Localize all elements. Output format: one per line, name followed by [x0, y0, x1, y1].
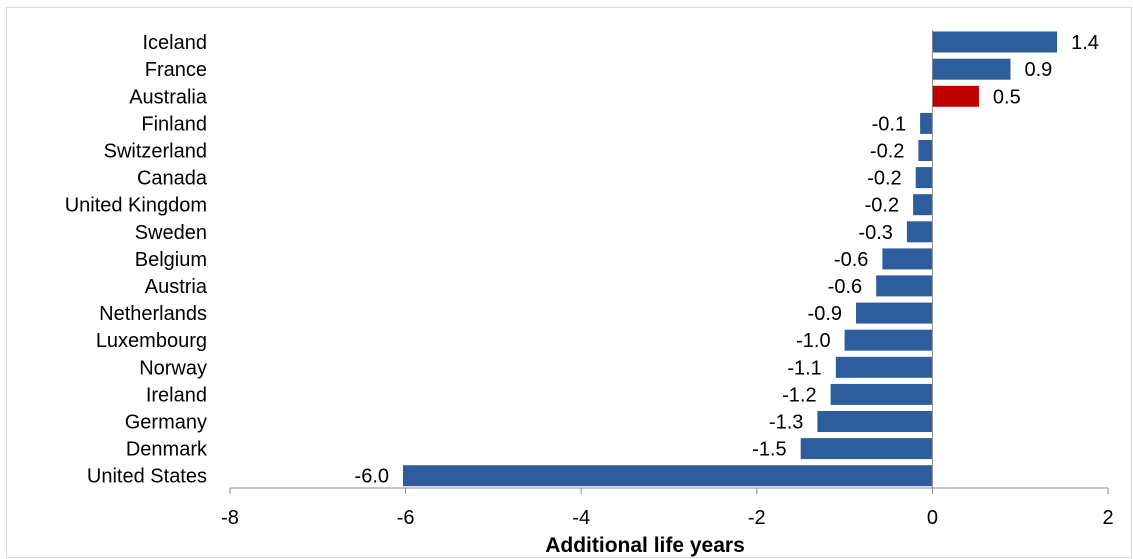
category-label: Austria	[145, 276, 208, 298]
data-label: -1.5	[752, 439, 786, 461]
bar-netherlands	[856, 302, 933, 324]
x-tick-label: 0	[927, 507, 938, 529]
bar-france	[932, 58, 1011, 80]
data-label: -6.0	[355, 466, 389, 488]
category-label: Norway	[139, 357, 207, 379]
chart-frame	[6, 7, 1132, 558]
x-tick-label: 2	[1102, 507, 1113, 529]
category-label: Canada	[137, 168, 208, 190]
bar-luxembourg	[844, 329, 933, 351]
category-label: United Kingdom	[65, 195, 207, 217]
bar-united-kingdom	[913, 194, 933, 216]
data-label: -1.1	[787, 357, 821, 379]
data-label: -0.1	[872, 113, 906, 135]
x-tick-label: -8	[221, 507, 239, 529]
data-label: -1.2	[782, 384, 816, 406]
category-label: Ireland	[146, 384, 207, 406]
category-label: Denmark	[126, 439, 208, 461]
x-tick-label: -2	[748, 507, 766, 529]
bar-switzerland	[918, 140, 933, 161]
bar-australia	[932, 85, 979, 107]
category-label: Switzerland	[104, 141, 207, 163]
bar-norway	[835, 356, 933, 378]
data-label: -1.0	[796, 330, 830, 352]
bars-group	[403, 31, 1058, 487]
bar-iceland	[932, 31, 1058, 53]
data-label: -0.2	[870, 141, 904, 163]
category-label: Belgium	[135, 249, 207, 271]
category-label: Finland	[141, 113, 207, 135]
category-label: Luxembourg	[96, 330, 207, 352]
category-label: Australia	[129, 86, 208, 108]
category-label: Iceland	[143, 32, 208, 54]
data-label: -0.6	[828, 276, 862, 298]
bar-ireland	[830, 383, 933, 405]
bar-canada	[915, 167, 933, 189]
data-label: -0.2	[867, 168, 901, 190]
bar-united-states	[403, 465, 933, 487]
axes-group: -8 -6 -4 -2 0 2	[221, 30, 1114, 529]
data-label: -0.3	[858, 222, 892, 244]
category-label: Germany	[125, 412, 207, 434]
category-label: Sweden	[135, 222, 207, 244]
bar-denmark	[800, 438, 933, 460]
x-tick-label: -4	[572, 507, 590, 529]
bar-austria	[876, 275, 933, 297]
data-label: -1.3	[769, 412, 803, 434]
data-label: -0.9	[808, 303, 842, 325]
x-tick-label: -6	[397, 507, 415, 529]
bar-germany	[817, 411, 933, 432]
data-label: 1.4	[1071, 32, 1099, 54]
bar-belgium	[882, 248, 933, 270]
labels-group: Iceland 1.4 France 0.9 Australia 0.5 Finland -0…	[65, 32, 1099, 488]
category-label: Netherlands	[99, 303, 207, 325]
data-label: 0.5	[993, 86, 1021, 108]
bar-sweden	[906, 221, 933, 243]
data-label: -0.2	[865, 195, 899, 217]
bar-finland	[920, 112, 933, 134]
x-axis-title: Additional life years	[545, 534, 745, 557]
category-label: France	[145, 59, 207, 81]
data-label: 0.9	[1025, 59, 1053, 81]
category-label: United States	[87, 466, 207, 488]
data-label: -0.6	[834, 249, 868, 271]
